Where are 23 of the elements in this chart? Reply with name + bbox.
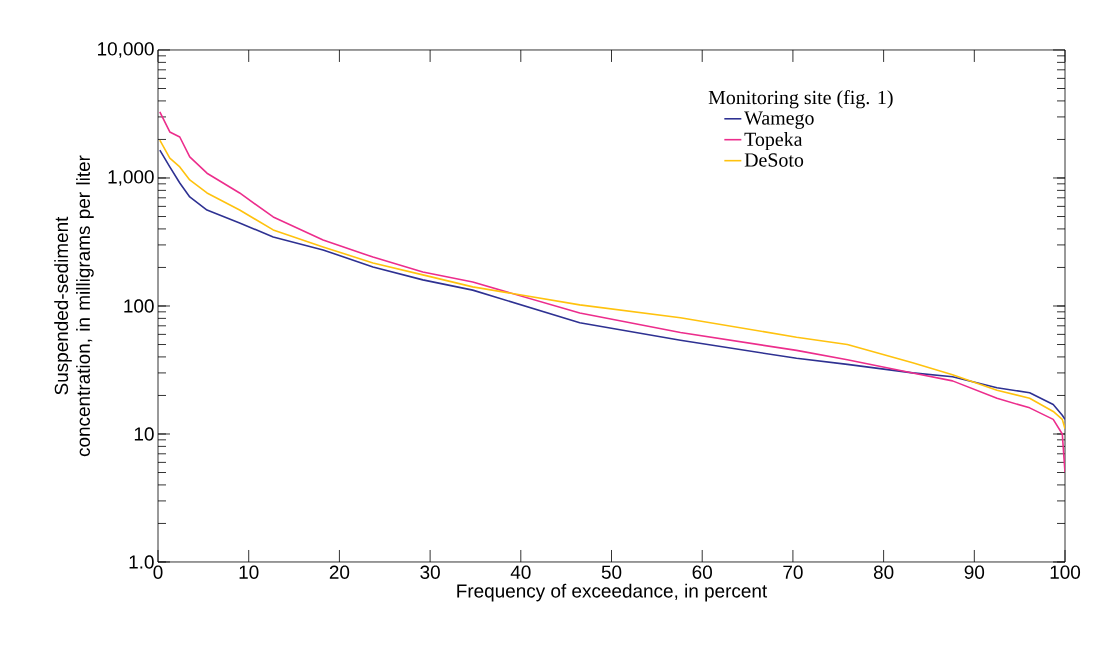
legend-label: Topeka xyxy=(744,132,803,151)
x-tick-label: 100 xyxy=(1050,565,1081,579)
y-tick-label: 1.0 xyxy=(129,555,154,569)
legend-label: Wamego xyxy=(744,111,814,129)
x-tick-label: 20 xyxy=(329,565,350,579)
y-tick-label: 1,000 xyxy=(108,170,154,186)
x-tick-label: 0 xyxy=(153,565,163,579)
x-tick-label: 90 xyxy=(964,565,985,579)
x-tick-label: 70 xyxy=(783,565,803,579)
y-tick-label: 10,000 xyxy=(98,42,154,58)
x-tick-label: 10 xyxy=(239,565,259,579)
legend-label: DeSoto xyxy=(744,153,804,167)
x-tick-label: 80 xyxy=(873,565,894,579)
y-tick-label: 10 xyxy=(134,427,154,441)
x-tick-label: 60 xyxy=(692,565,712,579)
line-series xyxy=(159,111,1066,474)
x-tick-label: 30 xyxy=(420,565,440,579)
y-axis-title: Suspended-sediment concentration, in milligrams per liter xyxy=(54,155,94,457)
x-tick-label: 40 xyxy=(510,565,531,579)
x-axis-title: Frequency of exceedance, in percent xyxy=(457,583,768,602)
y-tick-label: 100 xyxy=(124,299,154,313)
x-tick-label: 50 xyxy=(601,565,622,579)
legend-title: Monitoring site (fig. 1) xyxy=(708,90,893,109)
